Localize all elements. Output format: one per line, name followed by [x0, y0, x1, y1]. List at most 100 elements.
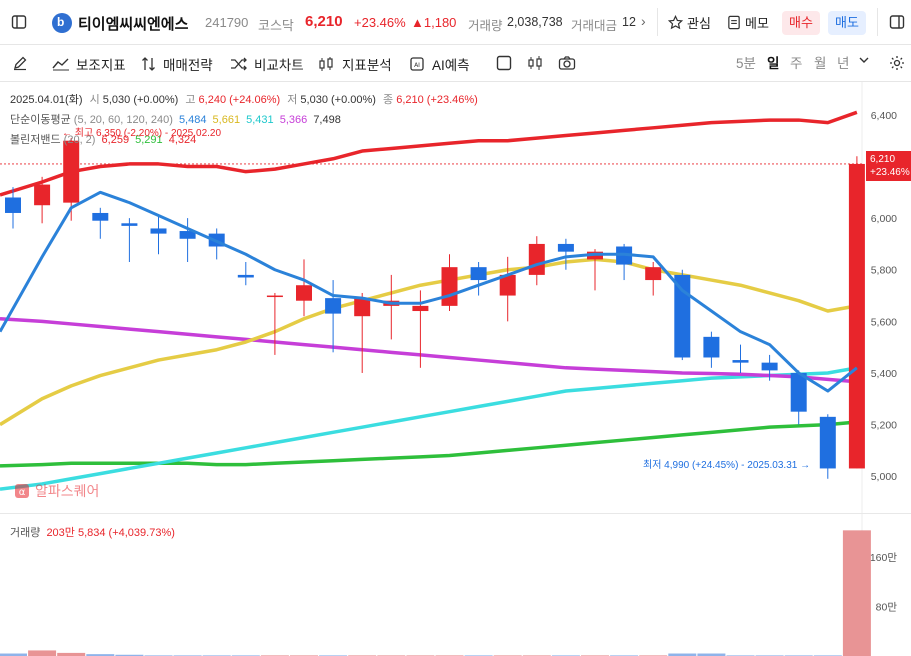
bb-upper-value: 6,259: [101, 134, 130, 146]
camera-icon[interactable]: [556, 52, 578, 74]
market-label: 코스닥: [258, 18, 294, 33]
svg-text:AI: AI: [414, 62, 420, 69]
stock-code: 241790: [205, 15, 249, 30]
bb-params: (20, 2): [63, 134, 96, 146]
memo-button[interactable]: 메모: [727, 13, 769, 32]
watermark: α 알파스퀘어: [14, 481, 99, 501]
volume-bar: [57, 652, 86, 656]
stock-name[interactable]: 티이엠씨씨엔에스: [78, 16, 189, 33]
low-marker-text: 최저 4,990 (+24.45%) - 2025.03.31: [643, 460, 798, 471]
sidebar-toggle-icon[interactable]: [8, 11, 30, 33]
y-tick-label: 5,200: [871, 420, 897, 432]
bb-legend[interactable]: 볼린저밴드 (20, 2) 6,259 5,291 4,324: [10, 131, 196, 147]
bb-lower-value: 4,324: [168, 134, 197, 146]
chevron-down-icon[interactable]: [859, 55, 869, 68]
toolbar-label: AI예측: [432, 57, 470, 73]
pencil-icon[interactable]: [9, 52, 31, 74]
candle-body: [732, 360, 749, 363]
candle-body: [412, 305, 429, 312]
volume-legend: 거래량 203만 5,834 (+4,039.73%): [10, 524, 175, 540]
volume-bar: [115, 654, 144, 656]
volume-bar: [668, 653, 697, 656]
ma-label: 단순이동평균: [10, 114, 71, 126]
ma60-value: 5,431: [246, 114, 274, 126]
period-month[interactable]: 월: [814, 56, 827, 71]
candle-body: [441, 267, 458, 306]
divider: [657, 8, 658, 36]
bb-upper-line: [0, 110, 858, 197]
current-price: 6,210: [305, 13, 343, 30]
volume-legend-value: 203만 5,834 (+4,039.73%): [46, 527, 175, 539]
volume-legend-label: 거래량: [10, 527, 41, 539]
ma120-value: 5,366: [279, 114, 308, 126]
volume-bar: [0, 653, 27, 656]
buy-button[interactable]: 매수: [782, 11, 820, 35]
period-day[interactable]: 일: [767, 56, 780, 71]
candle-body: [266, 295, 283, 298]
watch-label: 관심: [687, 16, 711, 31]
volume-bar: [28, 650, 57, 656]
analysis-button[interactable]: 지표분석: [318, 45, 392, 82]
ma5-line: [0, 190, 858, 393]
ai-predict-button[interactable]: AI AI예측: [408, 45, 470, 82]
candle-body: [790, 372, 807, 412]
volume-label: 거래량: [468, 19, 503, 33]
period-5min[interactable]: 5분: [736, 56, 756, 71]
y-tick-label: 6,000: [871, 213, 897, 225]
candles-icon: [319, 56, 333, 71]
stock-logo-icon: b: [52, 13, 72, 33]
compare-button[interactable]: 비교차트: [230, 45, 304, 82]
ma240-value: 7,498: [313, 114, 341, 126]
price-tag-pct: +23.46%: [870, 167, 910, 178]
low-value: 5,030 (+0.00%): [300, 94, 376, 106]
candle-type-icon[interactable]: [524, 52, 546, 74]
y-tick-label: 6,400: [871, 110, 897, 122]
amount-value: 12: [622, 15, 636, 29]
change-percent: +23.46%: [354, 15, 406, 30]
y-tick-label: 5,800: [871, 265, 897, 277]
candle-body: [179, 231, 196, 239]
candle-body: [848, 163, 865, 469]
candle-body: [34, 184, 51, 206]
watch-button[interactable]: 관심: [668, 13, 711, 32]
ma120-line: [0, 317, 858, 384]
volume-bar: [697, 653, 726, 656]
gear-icon[interactable]: [886, 52, 908, 74]
candle-body: [674, 274, 691, 358]
stock-header: b 티이엠씨씨엔에스 241790 코스닥 6,210 +23.46% ▲1,1…: [0, 0, 911, 45]
period-year[interactable]: 년: [837, 56, 850, 71]
divider: [877, 8, 878, 36]
legend-date: 2025.04.01(화): [10, 94, 83, 106]
pane-divider: [0, 513, 911, 514]
candle-body: [761, 362, 778, 371]
bb-label: 볼린저밴드: [10, 134, 61, 146]
ai-chip-icon: AI: [410, 56, 424, 71]
low-label: 저: [287, 94, 298, 106]
candle-body: [499, 274, 516, 296]
volume-bar: [842, 530, 871, 656]
price-tag-value: 6,210: [870, 154, 896, 165]
period-week[interactable]: 주: [790, 56, 803, 71]
sell-button[interactable]: 매도: [828, 11, 866, 35]
volume-bar: [86, 654, 115, 656]
indicator-button[interactable]: 보조지표: [52, 45, 126, 82]
volume-tick-label: 80만: [876, 601, 898, 613]
checkbox-icon[interactable]: [493, 52, 515, 74]
candle-body: [470, 267, 487, 281]
candle-body: [354, 298, 371, 317]
candle-body: [325, 298, 342, 314]
star-icon: [668, 15, 683, 30]
low-marker: 최저 4,990 (+24.45%) - 2025.03.31 →: [643, 460, 811, 471]
volume-tick-label: 160만: [870, 552, 898, 564]
chevron-right-icon[interactable]: ›: [641, 13, 646, 29]
strategy-button[interactable]: 매매전략: [141, 45, 213, 82]
watermark-text: 알파스퀘어: [35, 483, 100, 499]
ma-legend[interactable]: 단순이동평균 (5, 20, 60, 120, 240) 5,484 5,661…: [10, 111, 341, 127]
candle-body: [237, 274, 254, 278]
candle-body: [703, 336, 720, 358]
close-value: 6,210 (+23.46%): [396, 94, 478, 106]
panel-toggle-icon[interactable]: [886, 11, 908, 33]
open-label: 시: [89, 94, 100, 106]
candle-body: [557, 243, 574, 252]
